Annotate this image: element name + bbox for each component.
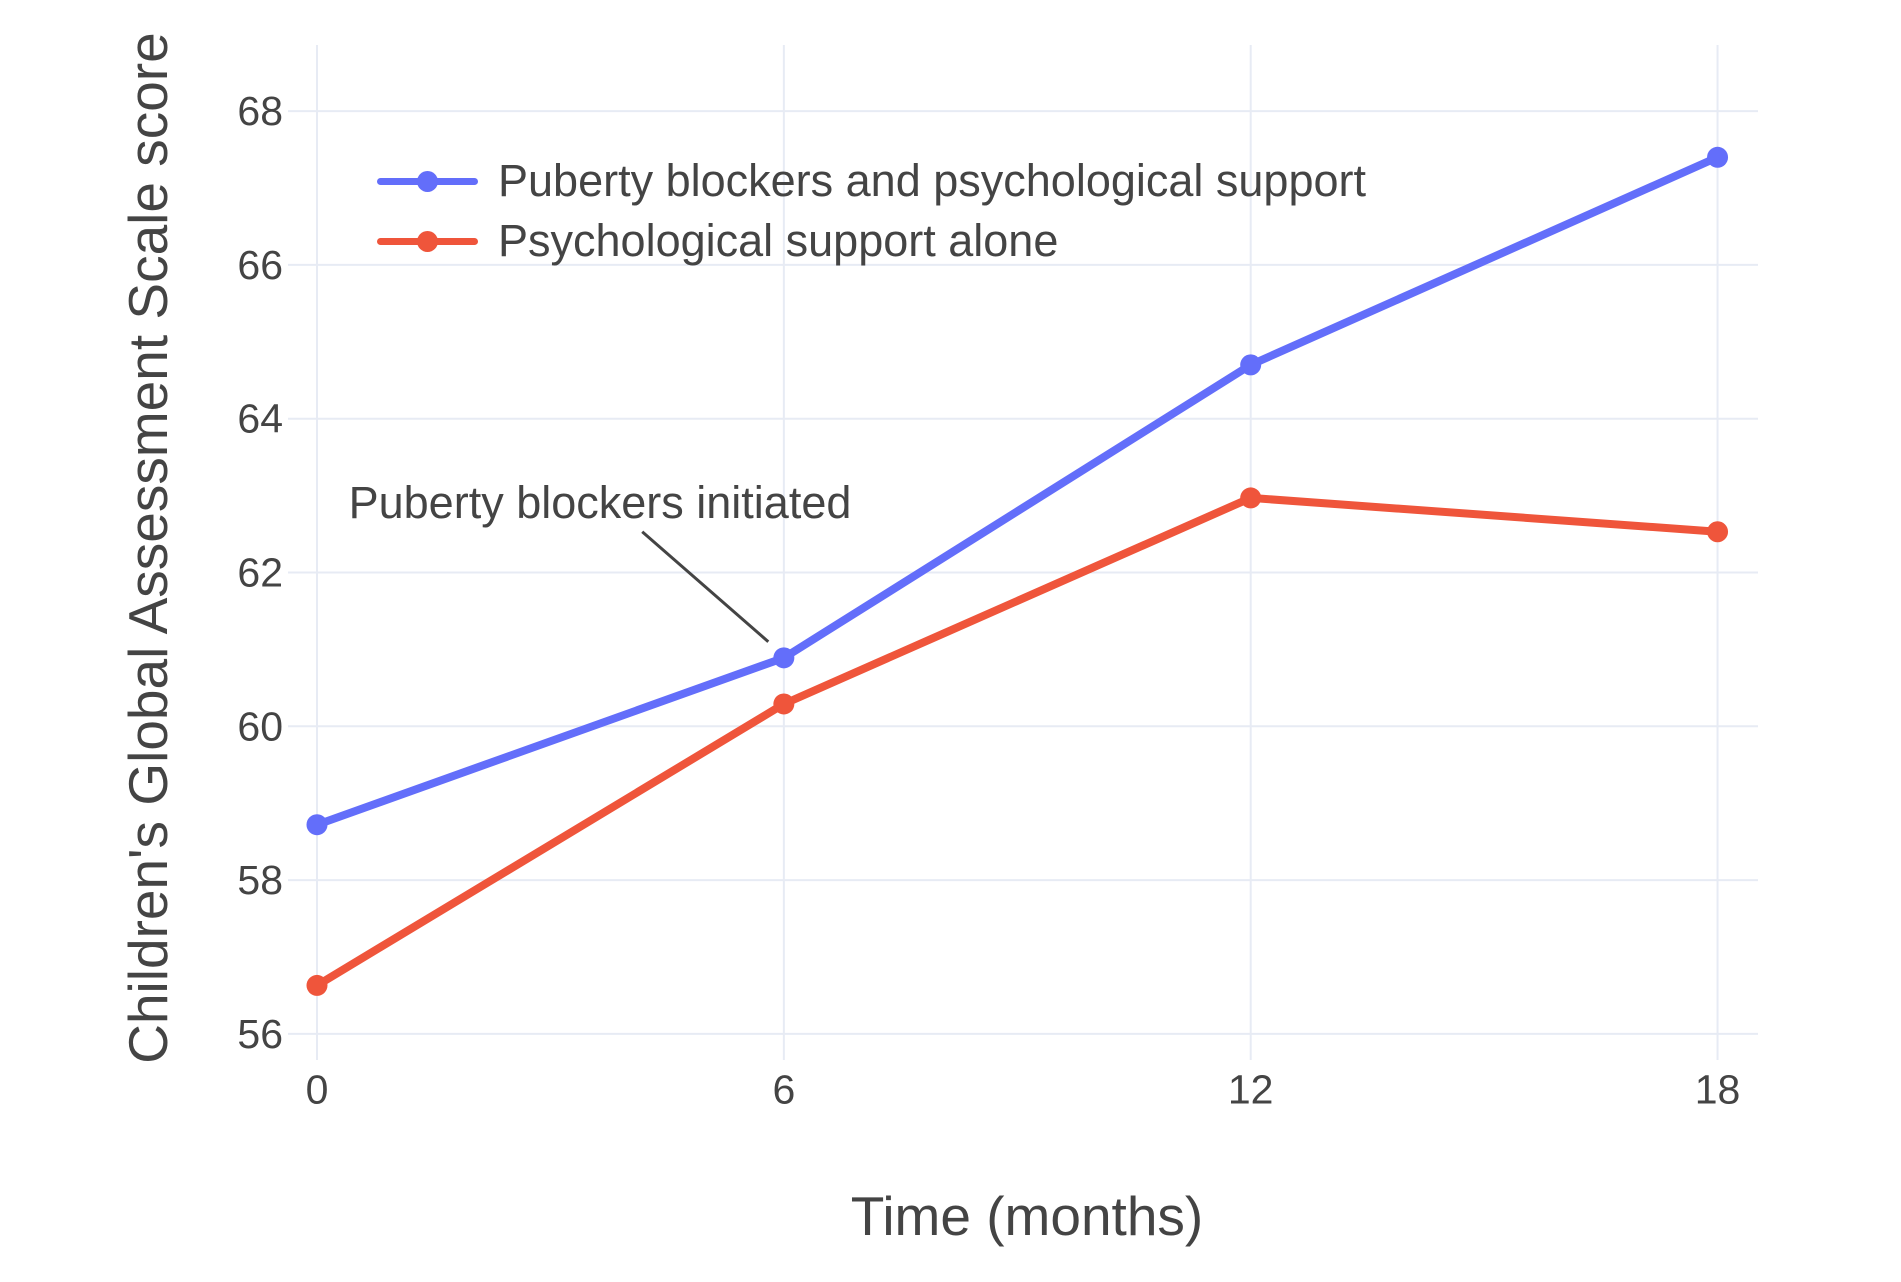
data-point-series-0-x-6[interactable] (773, 647, 795, 669)
series-line-1 (313, 493, 1722, 990)
y-tick-label: 66 (237, 242, 283, 288)
x-tick-label: 18 (1695, 1067, 1741, 1113)
data-point-series-0-x-12[interactable] (1240, 354, 1262, 376)
legend-swatch-line-marker-icon (377, 170, 478, 192)
legend-label-series-1: Psychological support alone (498, 215, 1059, 266)
legend-item-series-0[interactable]: Puberty blockers and psychological suppo… (377, 151, 1366, 211)
y-tick-label: 56 (237, 1011, 283, 1057)
legend-item-series-1[interactable]: Psychological support alone (377, 211, 1366, 271)
data-point-series-1-x-0[interactable] (306, 974, 328, 996)
annotation-pointer-line (641, 530, 770, 643)
x-tick-label: 6 (772, 1067, 795, 1113)
data-point-series-1-x-6[interactable] (773, 693, 795, 715)
y-tick-label: 64 (237, 396, 283, 442)
data-point-series-0-x-0[interactable] (306, 814, 328, 836)
x-tick-label: 0 (306, 1067, 329, 1113)
y-tick-label: 68 (237, 88, 283, 134)
data-point-series-1-x-12[interactable] (1240, 487, 1262, 509)
y-axis-title: Children's Global Assessment Scale score (117, 32, 179, 1064)
y-tick-label: 58 (237, 857, 283, 903)
legend-label-series-0: Puberty blockers and psychological suppo… (498, 155, 1366, 206)
x-axis-title: Time (months) (850, 1185, 1204, 1247)
y-tick-label: 60 (237, 703, 283, 749)
legend-swatch-line-marker-icon (377, 230, 478, 252)
y-tick-label: 62 (237, 549, 283, 595)
legend: Puberty blockers and psychological suppo… (377, 151, 1366, 271)
annotation-text: Puberty blockers initiated (348, 477, 852, 528)
data-point-series-0-x-18[interactable] (1707, 146, 1729, 168)
x-tick-label: 12 (1228, 1067, 1274, 1113)
data-point-series-1-x-18[interactable] (1707, 521, 1729, 543)
series-line-0 (313, 153, 1722, 829)
